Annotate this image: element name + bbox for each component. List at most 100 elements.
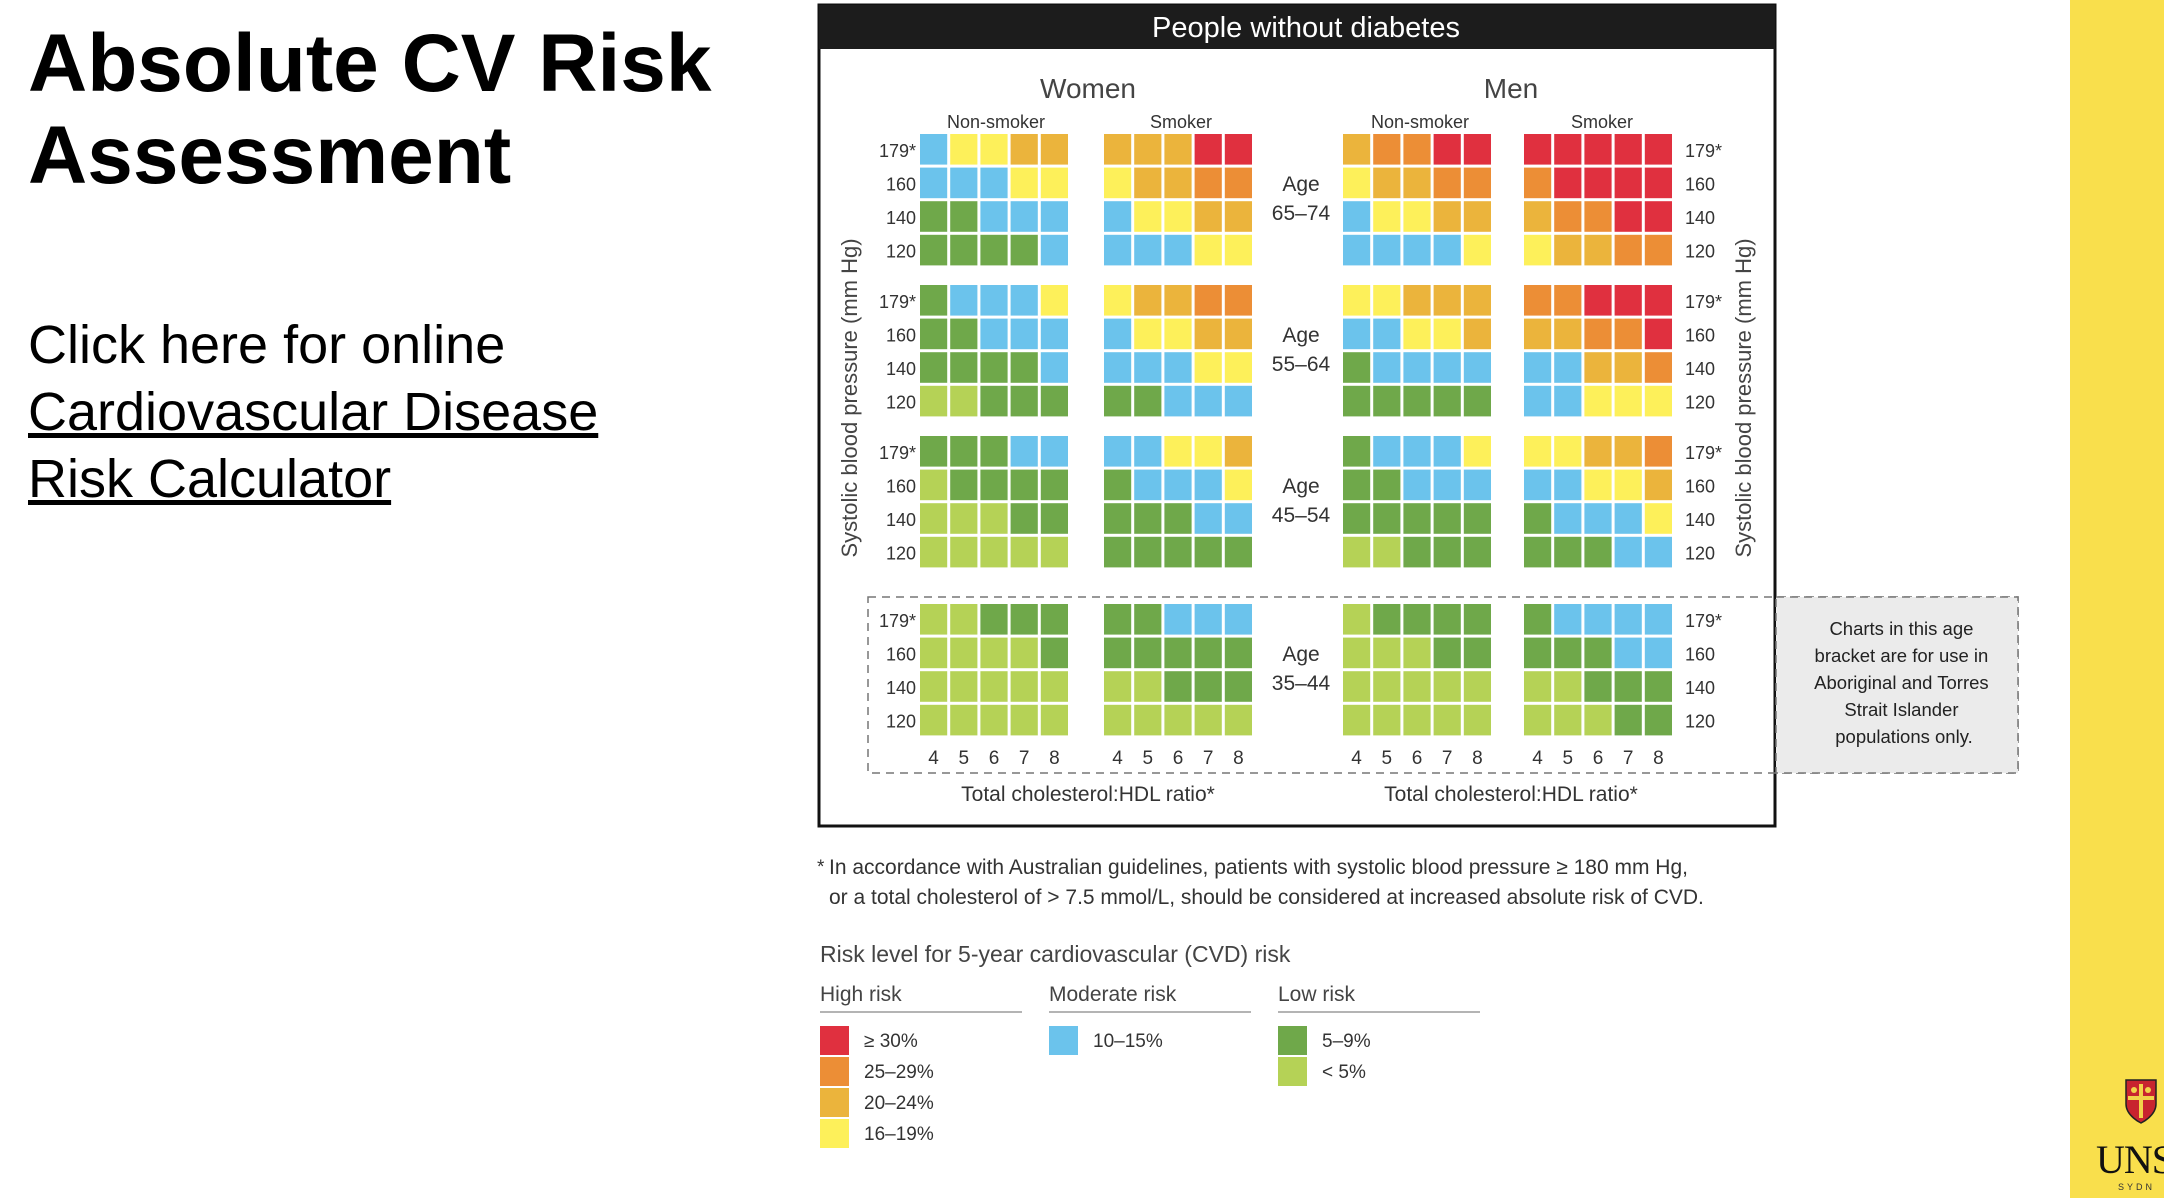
risk-cell	[1224, 604, 1252, 635]
risk-cell	[1554, 503, 1582, 534]
bp-tick-label-right: 160	[1685, 325, 1715, 345]
logo-wordmark: UNS	[2096, 1137, 2164, 1182]
legend-item-label: 25–29%	[864, 1062, 934, 1083]
risk-cell	[1644, 134, 1672, 165]
risk-cell	[1463, 385, 1491, 417]
risk-cell	[1343, 385, 1371, 417]
risk-cell	[1104, 285, 1132, 316]
risk-cell	[980, 285, 1008, 316]
risk-cell	[1224, 167, 1252, 199]
risk-cell	[1134, 503, 1162, 534]
note-box	[1776, 597, 2018, 773]
risk-cell	[1010, 167, 1038, 199]
risk-cell	[1403, 318, 1431, 350]
risk-cell	[1373, 201, 1401, 232]
risk-cell	[1040, 704, 1068, 736]
men-non-smoker-heading: Non-smoker	[1371, 112, 1469, 132]
risk-cell	[1463, 285, 1491, 316]
risk-cell	[1164, 167, 1192, 199]
risk-cell	[1584, 285, 1612, 316]
risk-cell	[1040, 318, 1068, 350]
risk-cell	[1104, 234, 1132, 266]
legend-swatch	[1278, 1026, 1307, 1055]
risk-cell	[1433, 352, 1461, 383]
risk-cell	[1554, 234, 1582, 266]
bp-tick-label-right: 179*	[1685, 611, 1722, 631]
calculator-link-line-1[interactable]: Cardiovascular Disease	[28, 382, 599, 442]
risk-cell	[1373, 469, 1401, 501]
risk-cell	[1343, 604, 1371, 635]
risk-cell	[1194, 671, 1222, 702]
risk-cell	[1524, 503, 1552, 534]
bp-tick-label-right: 140	[1685, 678, 1715, 698]
risk-cell	[1104, 637, 1132, 669]
risk-cell	[1343, 285, 1371, 316]
ratio-tick-label: 7	[1623, 748, 1634, 769]
risk-cell	[1463, 352, 1491, 383]
risk-cell	[1463, 604, 1491, 635]
risk-cell	[1554, 637, 1582, 669]
risk-cell	[1164, 201, 1192, 232]
risk-cell	[950, 167, 978, 199]
risk-cell	[1614, 536, 1642, 568]
risk-cell	[1104, 167, 1132, 199]
bp-tick-label-left: 160	[886, 325, 916, 345]
legend-swatch	[1278, 1057, 1307, 1086]
risk-cell	[1134, 234, 1162, 266]
risk-cell	[1224, 469, 1252, 501]
risk-cell	[1403, 285, 1431, 316]
risk-cell	[1554, 285, 1582, 316]
risk-cell	[1104, 134, 1132, 165]
risk-cell	[1524, 436, 1552, 467]
risk-cell	[1463, 318, 1491, 350]
bp-tick-label-left: 160	[886, 644, 916, 664]
men-smoker-heading: Smoker	[1571, 112, 1633, 132]
bp-tick-label-right: 179*	[1685, 292, 1722, 312]
risk-cell	[1554, 318, 1582, 350]
risk-chart: People without diabetes Women Men Non-sm…	[817, 3, 2019, 1148]
risk-cell	[1554, 201, 1582, 232]
risk-cell	[1584, 671, 1612, 702]
risk-cell	[1554, 469, 1582, 501]
risk-cell	[1614, 604, 1642, 635]
risk-cell	[1373, 503, 1401, 534]
ratio-tick-label: 5	[1382, 748, 1393, 769]
risk-cell	[1010, 503, 1038, 534]
risk-cell	[1343, 318, 1371, 350]
risk-cell	[1164, 503, 1192, 534]
risk-cell	[1433, 385, 1461, 417]
risk-cell	[1373, 318, 1401, 350]
risk-cell	[1134, 637, 1162, 669]
risk-cell	[980, 536, 1008, 568]
legend-item-label: 10–15%	[1093, 1031, 1163, 1052]
bp-tick-label-right: 140	[1685, 208, 1715, 228]
risk-cell	[950, 234, 978, 266]
risk-cell	[1373, 436, 1401, 467]
risk-cell	[1194, 134, 1222, 165]
risk-cell	[1433, 436, 1461, 467]
risk-cell	[1524, 671, 1552, 702]
risk-cell	[1433, 604, 1461, 635]
risk-cell	[980, 469, 1008, 501]
risk-cell	[1194, 704, 1222, 736]
risk-cell	[1433, 318, 1461, 350]
risk-cell	[1373, 134, 1401, 165]
risk-cell	[1194, 352, 1222, 383]
risk-cell	[950, 536, 978, 568]
risk-cell	[1194, 604, 1222, 635]
risk-cell	[950, 704, 978, 736]
risk-cell	[950, 637, 978, 669]
note-box-border	[1775, 596, 2019, 774]
risk-cell	[1343, 469, 1371, 501]
risk-cell	[1554, 134, 1582, 165]
risk-cell	[1614, 285, 1642, 316]
risk-cell	[1040, 167, 1068, 199]
risk-cell	[1164, 352, 1192, 383]
calculator-link-line-2[interactable]: Risk Calculator	[28, 449, 392, 509]
bp-tick-label-left: 120	[886, 712, 916, 732]
y-axis-label-right: Systolic blood pressure (mm Hg)	[1731, 238, 1756, 557]
risk-cell	[1343, 134, 1371, 165]
risk-cell	[1403, 436, 1431, 467]
note-text: Charts in this age bracket are for use i…	[1814, 618, 1994, 747]
risk-cell	[1614, 671, 1642, 702]
